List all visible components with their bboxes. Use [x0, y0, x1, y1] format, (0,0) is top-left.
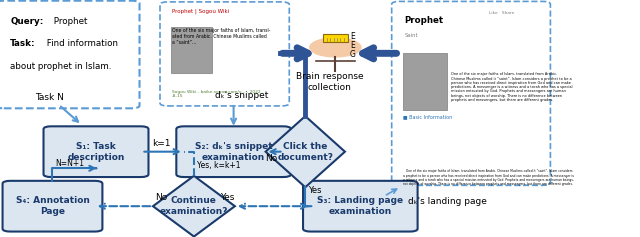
FancyBboxPatch shape [323, 34, 348, 42]
FancyBboxPatch shape [177, 126, 291, 177]
Text: One of the six major faiths of Islam, translated from Arabic. Chinese Muslims ca: One of the six major faiths of Islam, tr… [403, 169, 574, 186]
Text: Yes: Yes [220, 193, 234, 202]
Circle shape [310, 38, 361, 57]
FancyBboxPatch shape [403, 53, 447, 110]
Text: One of the six major faiths of Islam, translated from Arabic.
Chinese Muslims ca: One of the six major faiths of Islam, tr… [451, 72, 572, 102]
Text: Prophet: Prophet [404, 16, 444, 25]
Text: about prophet in Islam.: about prophet in Islam. [10, 62, 111, 71]
Text: Like   Share: Like Share [489, 11, 515, 15]
Text: S₃: Landing page
examination: S₃: Landing page examination [317, 196, 403, 216]
FancyBboxPatch shape [303, 181, 417, 232]
Text: Continue
examination?: Continue examination? [159, 196, 228, 216]
Text: S₂: dₖ's snippet
examination: S₂: dₖ's snippet examination [195, 142, 273, 162]
Text: Prophet | Sogou Wiki: Prophet | Sogou Wiki [172, 9, 228, 14]
Text: S₁: Task
description: S₁: Task description [67, 142, 125, 162]
Text: Yes, k=k+1: Yes, k=k+1 [197, 161, 241, 170]
FancyBboxPatch shape [171, 27, 212, 73]
Text: Saint: Saint [404, 32, 418, 38]
Text: dₖ's landing page: dₖ's landing page [408, 197, 487, 206]
Text: Click the
document?: Click the document? [277, 142, 333, 162]
Text: Brain response
collection: Brain response collection [296, 72, 364, 92]
FancyBboxPatch shape [44, 126, 148, 177]
Text: One of the six major faiths of Islam, transl-
ated from Arabic. Chinese Muslims : One of the six major faiths of Islam, tr… [172, 28, 270, 45]
FancyBboxPatch shape [3, 181, 102, 232]
Text: k=1: k=1 [152, 139, 170, 148]
FancyBboxPatch shape [160, 2, 289, 106]
FancyBboxPatch shape [392, 1, 550, 185]
Text: S₄: Annotation
Page: S₄: Annotation Page [15, 196, 90, 216]
Text: E
E
G: E E G [350, 32, 356, 59]
Text: Task N: Task N [35, 93, 65, 102]
Text: dₖ's snippet: dₖ's snippet [215, 91, 269, 100]
Text: Find information: Find information [44, 39, 118, 48]
Polygon shape [266, 116, 345, 187]
Text: ■ Basic Information: ■ Basic Information [403, 114, 452, 119]
Text: N=N+1: N=N+1 [56, 159, 84, 168]
Polygon shape [153, 176, 235, 237]
Text: No: No [155, 193, 168, 202]
Text: Yes: Yes [308, 186, 321, 195]
FancyBboxPatch shape [0, 1, 140, 108]
Text: Prophet: Prophet [51, 17, 87, 26]
Text: Query:: Query: [10, 17, 44, 26]
Text: Sogou Wiki - baike.sogou.com/v... - 2022
-8-15: Sogou Wiki - baike.sogou.com/v... - 2022… [172, 90, 260, 98]
Text: No: No [265, 154, 278, 163]
Text: Task:: Task: [10, 39, 36, 48]
